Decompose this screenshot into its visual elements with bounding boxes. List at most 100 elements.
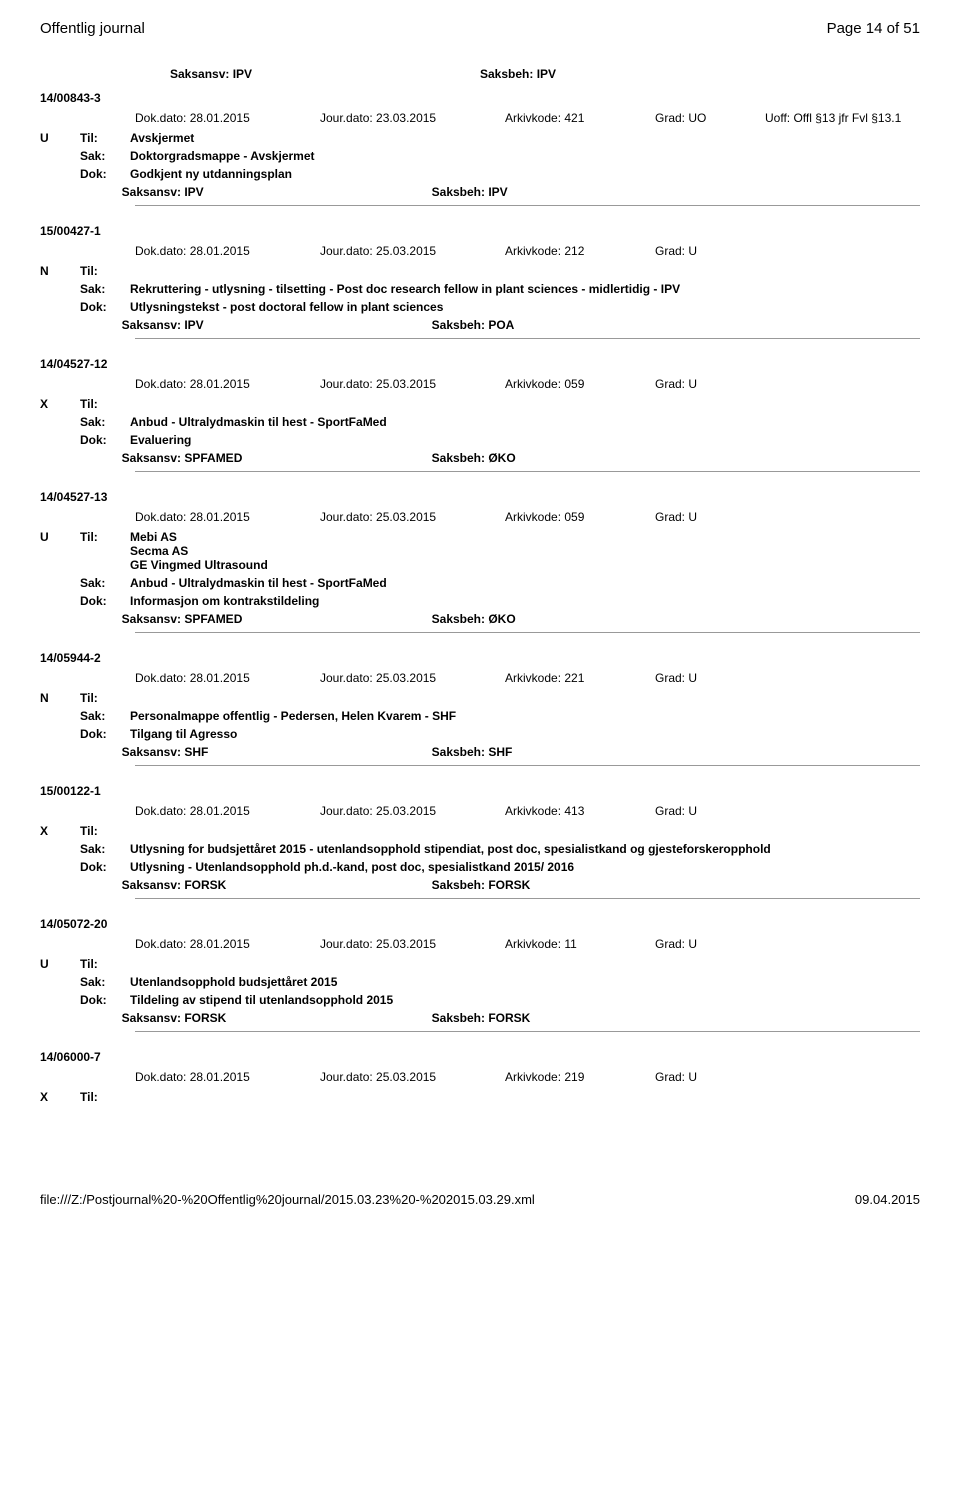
dok-value: Tildeling av stipend til utenlandsopphol… — [130, 993, 920, 1007]
dok-value: Utlysningstekst - post doctoral fellow i… — [130, 300, 920, 314]
jour-dato: Jour.dato: 25.03.2015 — [320, 510, 485, 524]
dok-value: Utlysning - Utenlandsopphold ph.d.-kand,… — [130, 860, 920, 874]
til-row: XTil: — [40, 1090, 920, 1104]
date-row: Dok.dato: 28.01.2015Jour.dato: 25.03.201… — [40, 804, 920, 818]
sak-row: Sak:Doktorgradsmappe - Avskjermet — [40, 149, 920, 163]
entry-divider — [135, 205, 920, 206]
journal-entry: 14/05072-20Dok.dato: 28.01.2015Jour.dato… — [40, 917, 920, 1032]
dok-label: Dok: — [80, 433, 130, 447]
jour-dato: Jour.dato: 23.03.2015 — [320, 111, 485, 125]
page-footer: file:///Z:/Postjournal%20-%20Offentlig%2… — [0, 1182, 960, 1217]
date-row: Dok.dato: 28.01.2015Jour.dato: 25.03.201… — [40, 244, 920, 258]
arkivkode: Arkivkode: 059 — [505, 377, 635, 391]
dok-value: Informasjon om kontrakstildeling — [130, 594, 920, 608]
dok-row: Dok:Utlysningstekst - post doctoral fell… — [40, 300, 920, 314]
saksbeh-value: Saksbeh: IPV — [432, 185, 508, 199]
til-label: Til: — [80, 1090, 130, 1104]
sak-value: Personalmappe offentlig - Pedersen, Hele… — [130, 709, 920, 723]
dok-value: Godkjent ny utdanningsplan — [130, 167, 920, 181]
dok-dato: Dok.dato: 28.01.2015 — [135, 111, 300, 125]
grad: Grad: U — [655, 1070, 745, 1084]
entry-divider — [135, 338, 920, 339]
saksbeh-value: Saksbeh: FORSK — [432, 878, 531, 892]
dok-dato: Dok.dato: 28.01.2015 — [135, 1070, 300, 1084]
top-saksansv: Saksansv: IPV Saksbeh: IPV — [40, 67, 920, 81]
entry-divider — [135, 632, 920, 633]
til-label: Til: — [80, 530, 130, 572]
sak-value: Doktorgradsmappe - Avskjermet — [130, 149, 920, 163]
journal-entry: 14/04527-13Dok.dato: 28.01.2015Jour.dato… — [40, 490, 920, 633]
dok-label: Dok: — [80, 860, 130, 874]
date-row: Dok.dato: 28.01.2015Jour.dato: 25.03.201… — [40, 671, 920, 685]
uoff: Uoff: Offl §13 jfr Fvl §13.1 — [765, 111, 901, 125]
dok-dato: Dok.dato: 28.01.2015 — [135, 671, 300, 685]
case-id: 14/04527-12 — [40, 357, 920, 371]
saksbeh-value: Saksbeh: POA — [432, 318, 515, 332]
date-row: Dok.dato: 28.01.2015 Jour.dato: 23.03.201… — [40, 111, 920, 125]
dok-row: Dok:Informasjon om kontrakstildeling — [40, 594, 920, 608]
header-title: Offentlig journal — [40, 20, 145, 37]
til-content — [130, 1090, 920, 1104]
grad: Grad: U — [655, 804, 745, 818]
dok-dato: Dok.dato: 28.01.2015 — [135, 510, 300, 524]
sak-label: Sak: — [80, 576, 130, 590]
page-header: Offentlig journal Page 14 of 51 — [40, 20, 920, 37]
dok-dato: Dok.dato: 28.01.2015 — [135, 937, 300, 951]
dok-label: Dok: — [80, 727, 130, 741]
entry-divider — [135, 898, 920, 899]
entries-container: 14/00843-3 Dok.dato: 28.01.2015 Jour.dato:… — [40, 91, 920, 1104]
entry-letter: U — [40, 957, 80, 971]
til-content — [130, 824, 920, 838]
til-value: Mebi AS — [130, 530, 920, 544]
grad: Grad: U — [655, 671, 745, 685]
date-row: Dok.dato: 28.01.2015 Jour.dato: 25.03.201… — [40, 377, 920, 391]
page-container: Offentlig journal Page 14 of 51 Saksansv… — [0, 0, 960, 1142]
sak-value: Utenlandsopphold budsjettåret 2015 — [130, 975, 920, 989]
saksansv-value: Saksansv: IPV — [122, 318, 432, 332]
til-label: Til: — [80, 691, 130, 705]
journal-entry: 15/00427-1 Dok.dato: 28.01.2015Jour.dato:… — [40, 224, 920, 339]
dok-row: Dok:Tilgang til Agresso — [40, 727, 920, 741]
til-value: GE Vingmed Ultrasound — [130, 558, 920, 572]
dok-dato: Dok.dato: 28.01.2015 — [135, 804, 300, 818]
sak-value: Anbud - Ultralydmaskin til hest - SportF… — [130, 576, 920, 590]
dok-label: Dok: — [80, 300, 130, 314]
grad: Grad: U — [655, 937, 745, 951]
entry-letter: X — [40, 824, 80, 838]
saksbeh-value: Saksbeh: ØKO — [432, 612, 516, 626]
til-row: NTil: — [40, 691, 920, 705]
sak-label: Sak: — [80, 842, 130, 856]
dok-row: Dok:Evaluering — [40, 433, 920, 447]
saksansv-value: Saksansv: FORSK — [122, 878, 432, 892]
grad: Grad: UO — [655, 111, 745, 125]
til-label: Til: — [80, 397, 130, 411]
saksansv-value: Saksansv: IPV — [122, 185, 432, 199]
grad: Grad: U — [655, 510, 745, 524]
sak-label: Sak: — [80, 709, 130, 723]
entry-letter: N — [40, 691, 80, 705]
case-id: 15/00427-1 — [40, 224, 920, 238]
dok-dato: Dok.dato: 28.01.2015 — [135, 377, 300, 391]
saksbeh-label: Saksbeh: IPV — [480, 67, 556, 81]
case-id: 14/05944-2 — [40, 651, 920, 665]
arkivkode: Arkivkode: 11 — [505, 937, 635, 951]
sak-label: Sak: — [80, 415, 130, 429]
til-content — [130, 264, 920, 278]
arkivkode: Arkivkode: 413 — [505, 804, 635, 818]
til-row: UTil:Avskjermet — [40, 131, 920, 145]
til-content — [130, 691, 920, 705]
case-id: 14/00843-3 — [40, 91, 920, 105]
journal-entry: 14/06000-7Dok.dato: 28.01.2015Jour.dato:… — [40, 1050, 920, 1104]
case-id: 15/00122-1 — [40, 784, 920, 798]
jour-dato: Jour.dato: 25.03.2015 — [320, 377, 485, 391]
footer-date: 09.04.2015 — [855, 1192, 920, 1207]
arkivkode: Arkivkode: 221 — [505, 671, 635, 685]
footer-path: file:///Z:/Postjournal%20-%20Offentlig%2… — [40, 1192, 535, 1207]
saksansv-value: Saksansv: FORSK — [122, 1011, 432, 1025]
arkivkode: Arkivkode: 219 — [505, 1070, 635, 1084]
saksansv-row: Saksansv: IPVSaksbeh: IPV — [40, 185, 920, 199]
dok-value: Tilgang til Agresso — [130, 727, 920, 741]
dok-row: Dok:Godkjent ny utdanningsplan — [40, 167, 920, 181]
til-row: XTil: — [40, 397, 920, 411]
til-value: Avskjermet — [130, 131, 920, 145]
